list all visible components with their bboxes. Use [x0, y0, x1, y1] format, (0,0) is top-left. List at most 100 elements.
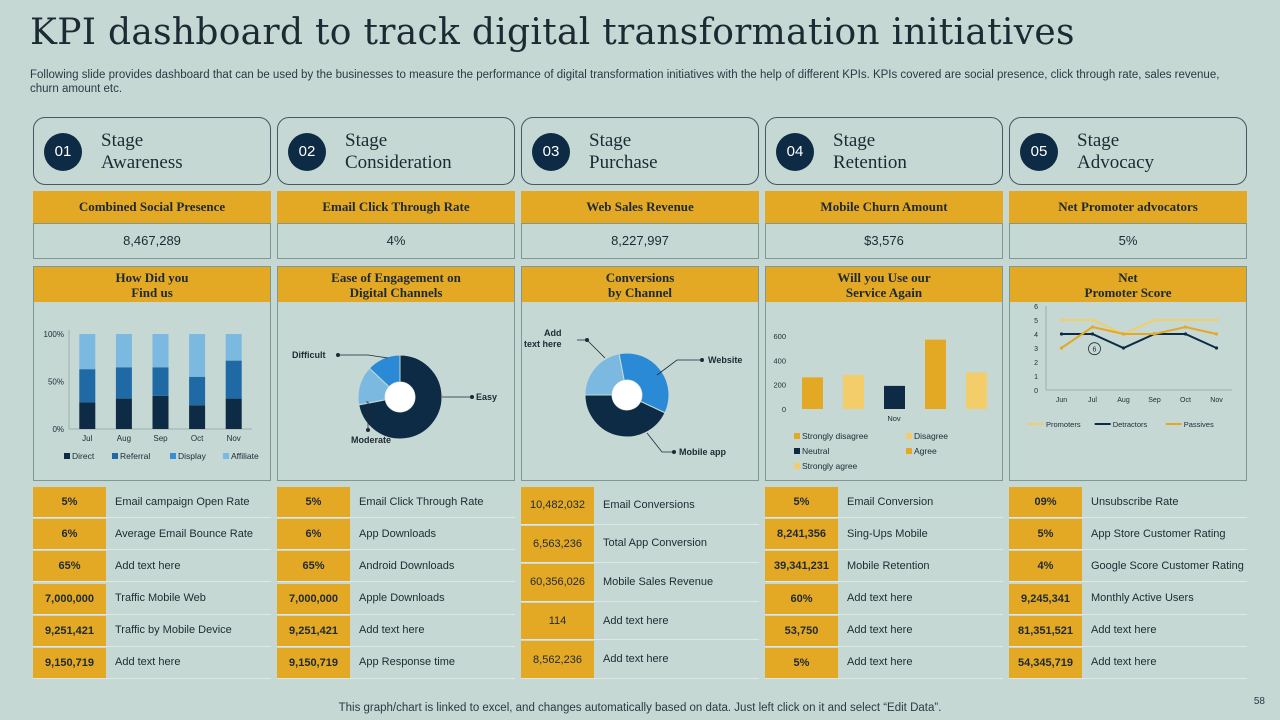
table-row: 7,000,000 Apple Downloads [277, 583, 515, 615]
legend-label: Referral [120, 451, 150, 461]
legend-label: Display [178, 451, 207, 461]
table-row-label: Add text here [115, 559, 181, 572]
line-point [1090, 318, 1095, 322]
x-tick-label: Sep [153, 434, 168, 443]
line-point [1152, 318, 1157, 322]
bar-direct [115, 398, 132, 429]
table-row-value: 81,351,521 [1009, 615, 1082, 646]
x-tick-label: Jul [1088, 397, 1097, 404]
chart-title-line1: Conversions [605, 270, 675, 285]
bar-affiliate [152, 334, 169, 368]
table-row: 5% Email Click Through Rate [277, 487, 515, 519]
table-row: 39,341,231 Mobile Retention [765, 551, 1003, 583]
metrics-table: 09% Unsubscribe Rate 5% App Store Customer … [1009, 487, 1247, 680]
x-tick-label: Aug [117, 434, 131, 443]
chart-svg: 0 1 2 3 4 5 6 Jun Jul Aug Sep Oct Nov 6 Promoters Detra… [1028, 304, 1232, 429]
table-row-value: 6% [33, 519, 106, 550]
table-row: 5% App Store Customer Rating [1009, 519, 1247, 551]
table-row-label: Add text here [603, 653, 669, 666]
table-row: 54,345,719 Add text here [1009, 647, 1247, 679]
metrics-table: 10,482,032 Email Conversions 6,563,236 Tota… [521, 487, 759, 680]
stage-label-line1: Stage [589, 130, 632, 151]
chart-title: How Did you Find us [34, 267, 270, 302]
y-tick-label: 200 [773, 381, 786, 390]
chart-svg: 0 200 400 600 Nov Strongly disagree Disagree Ne… [773, 332, 987, 471]
y-tick-label: 400 [773, 356, 786, 365]
table-row: 4% Google Score Customer Rating [1009, 551, 1247, 583]
stage-card: 04 Stage Retention [765, 117, 1003, 185]
table-row-label: Total App Conversion [603, 537, 707, 550]
table-row-label: Traffic by Mobile Device [115, 624, 232, 637]
stage-label-line2: Advocacy [1077, 152, 1155, 173]
table-row: 9,245,341 Monthly Active Users [1009, 583, 1247, 615]
table-row: 5% Email Conversion [765, 487, 1003, 519]
line-passives [1060, 325, 1217, 349]
table-row-label: Add text here [847, 656, 913, 669]
legend-label: Passives [1184, 420, 1214, 429]
leader-dot [700, 358, 704, 362]
table-row: 8,241,356 Sing-Ups Mobile [765, 519, 1003, 551]
chart-panel: Ease of Engagement on Digital Channels Eas… [277, 266, 515, 481]
kpi-value: $3,576 [765, 223, 1003, 259]
line-promoters [1061, 319, 1217, 336]
metrics-table: 5% Email Conversion 8,241,356 Sing-Ups Mobi… [765, 487, 1003, 680]
chart-svg: Website Mobile app Add text here [524, 328, 742, 457]
column-5: 05 Stage Advocacy Net Promoter advocators 5%… [1009, 117, 1249, 680]
table-row-value: 114 [521, 602, 594, 640]
legend-swatch [170, 453, 176, 459]
legend-swatch [794, 433, 800, 439]
chart-title-line2: Promoter Score [1084, 285, 1172, 300]
table-row-value: 9,251,421 [277, 615, 350, 646]
table-row-value: 9,245,341 [1009, 583, 1082, 614]
kpi-value: 4% [277, 223, 515, 259]
y-tick-label: 5 [1034, 318, 1038, 325]
column-4: 04 Stage Retention Mobile Churn Amount $3,57… [765, 117, 1005, 680]
table-row-label: Traffic Mobile Web [115, 592, 206, 605]
metrics-table: 5% Email campaign Open Rate 6% Average Emai… [33, 487, 271, 680]
table-row-label: Add text here [847, 624, 913, 637]
table-row-value: 54,345,719 [1009, 647, 1082, 678]
chart-title-line2: Find us [131, 285, 173, 300]
stage-label-line1: Stage [1077, 130, 1120, 151]
line-point [1183, 325, 1188, 329]
kpi-label: Net Promoter advocators [1009, 191, 1247, 223]
table-row-label: Add text here [115, 656, 181, 669]
stage-label: Stage Consideration [345, 130, 452, 174]
table-row-label: Email campaign Open Rate [115, 495, 250, 508]
leader-line [577, 339, 606, 359]
legend-label: Direct [72, 451, 95, 461]
table-row-value: 9,150,719 [277, 647, 350, 678]
line-point [1214, 346, 1219, 350]
y-tick-label: 0 [1034, 388, 1038, 395]
chart-title: Will you Use our Service Again [766, 267, 1002, 302]
stage-number-badge: 02 [288, 133, 326, 171]
table-row: 6,563,236 Total App Conversion [521, 525, 759, 564]
chart-title-line1: Ease of Engagement on [331, 270, 461, 285]
stage-number-badge: 01 [44, 133, 82, 171]
legend-label: Disagree [914, 431, 948, 441]
legend-swatch [794, 463, 800, 469]
leader-dot [366, 428, 370, 432]
stage-card: 03 Stage Purchase [521, 117, 759, 185]
table-row: 5% Email campaign Open Rate [33, 487, 271, 519]
line-point [1059, 346, 1064, 350]
annotation-circle [1088, 342, 1101, 356]
stage-label-line1: Stage [345, 130, 388, 151]
stage-number-badge: 05 [1020, 133, 1058, 171]
table-row-value: 6% [277, 519, 350, 550]
stage-label: Stage Awareness [101, 130, 183, 174]
table-row-value: 53,750 [765, 615, 838, 646]
stage-label-line2: Purchase [589, 152, 658, 173]
table-row-label: Add text here [1091, 656, 1157, 669]
table-row: 60,356,026 Mobile Sales Revenue [521, 564, 759, 602]
bar-direct [189, 405, 206, 429]
chart-title-line2: Digital Channels [349, 285, 443, 300]
y-tick-label: 1 [1034, 374, 1038, 381]
line-point [1214, 332, 1219, 336]
bar-referral [225, 360, 242, 399]
table-row-label: Mobile Retention [847, 559, 930, 572]
kpi-value: 8,467,289 [33, 223, 271, 259]
bar-agree [925, 339, 946, 409]
legend-swatch [906, 433, 912, 439]
y-tick-label: 0 [782, 405, 786, 414]
